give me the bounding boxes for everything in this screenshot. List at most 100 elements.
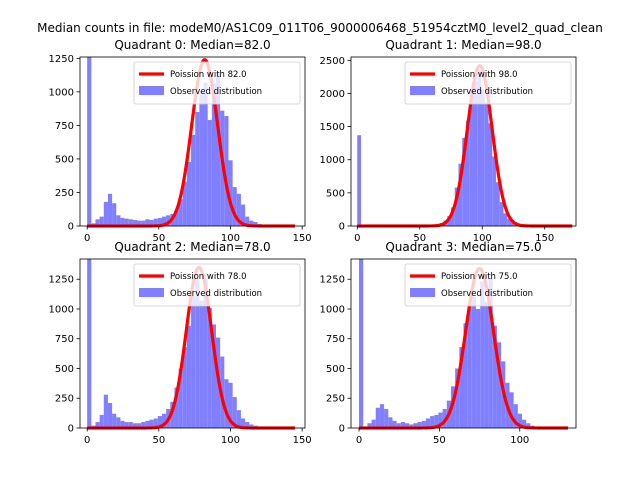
legend: Poission with 98.0 Observed distribution [404, 61, 572, 105]
histogram-bar [95, 422, 100, 428]
x-tick-label: 0 [84, 435, 90, 446]
legend: Poission with 82.0 Observed distribution [133, 61, 301, 105]
histogram-bar [503, 213, 508, 226]
x-tick-label: 100 [510, 435, 529, 446]
x-tick-label: 100 [473, 233, 492, 244]
y-tick-label: 1000 [320, 304, 345, 315]
histogram-bar [199, 300, 204, 428]
axes-frame [350, 258, 577, 429]
histogram-bar [161, 216, 167, 226]
figure-suptitle: Median counts in file: modeM0/AS1C09_011… [37, 21, 603, 35]
histogram-bar [186, 325, 192, 428]
histogram-bar [174, 387, 179, 428]
histogram-bar [492, 325, 497, 428]
histogram-bar [203, 82, 208, 226]
histogram-bar [124, 422, 129, 428]
histogram-bar [484, 301, 489, 428]
histogram-bar [178, 368, 183, 428]
y-tick-label: 750 [55, 334, 74, 345]
y-tick-label: 1000 [49, 304, 74, 315]
histogram-bar [522, 419, 527, 428]
histogram-bar [166, 215, 171, 226]
histogram-bar [384, 408, 389, 428]
histogram-bar [120, 217, 125, 226]
histogram-bar [186, 161, 192, 226]
y-tick-label: 500 [326, 364, 345, 375]
histogram-bar [207, 120, 212, 226]
y-tick-label: 500 [55, 364, 74, 375]
histogram-bar [454, 187, 459, 226]
histogram-bar [481, 89, 485, 226]
histogram-bar [249, 424, 254, 428]
legend-box [404, 61, 572, 105]
histogram-bar [509, 392, 514, 428]
histogram-bar [417, 422, 422, 428]
histogram-bar [507, 218, 511, 226]
x-tick-label: 150 [535, 233, 554, 244]
histogram-bar [195, 111, 200, 226]
histogram-bar [451, 207, 455, 226]
histogram-bar [103, 201, 108, 226]
histogram-bar [473, 81, 478, 226]
histogram-bar [488, 123, 493, 226]
histogram-bar [182, 181, 187, 226]
y-tick-label: 2000 [320, 89, 345, 100]
x-tick-label: 150 [293, 233, 312, 244]
histogram-bar [107, 403, 113, 428]
histogram-bar [400, 422, 405, 428]
histogram-bar [103, 394, 108, 428]
histogram-bar [145, 219, 150, 226]
histogram-bar [466, 120, 470, 226]
legend-hist-swatch [410, 86, 435, 95]
x-tick-label: 0 [356, 435, 362, 446]
y-tick-label: 750 [55, 121, 74, 132]
histogram-bar [99, 216, 104, 226]
panel-title: Quadrant 0: Median=82.0 [114, 38, 270, 52]
histogram-bar [182, 347, 187, 428]
histogram-bar [191, 134, 196, 226]
histogram-bar [484, 102, 489, 226]
y-tick-label: 1250 [320, 275, 345, 286]
axes-frame [79, 258, 306, 429]
histogram-bar [471, 297, 477, 428]
legend: Poission with 75.0 Observed distribution [404, 263, 572, 307]
histogram-bar [107, 193, 113, 226]
y-tick-label: 2500 [320, 56, 345, 67]
histogram-bar [87, 57, 92, 226]
legend-box [404, 263, 572, 307]
histogram-bar [513, 404, 518, 428]
y-tick-label: 250 [55, 394, 74, 405]
histogram-bar [375, 407, 380, 428]
legend: Poission with 78.0 Observed distribution [133, 263, 301, 307]
y-tick-label: 0 [339, 424, 345, 435]
legend-fit-label: Poission with 98.0 [441, 70, 518, 80]
y-tick-label: 500 [55, 154, 74, 165]
panel-quadrant-0: 0 50 100 150 0 250 500 750 1000 1250 Quadrant 0: M… [49, 38, 312, 244]
histogram-bar [228, 160, 233, 226]
histogram-bar [438, 412, 443, 428]
histogram-bar [253, 221, 258, 226]
histogram-bar [178, 199, 183, 226]
histogram-bar [232, 187, 237, 226]
legend-box [133, 263, 301, 307]
histogram-bar [240, 204, 246, 226]
histogram-bar [245, 216, 250, 226]
panel-quadrant-2: 0 50 100 150 0 250 500 750 1000 1250 Quadrant 2: M… [49, 240, 312, 446]
x-tick-label: 100 [221, 233, 240, 244]
histogram-bar [153, 418, 158, 428]
histogram-bar [413, 423, 418, 428]
panel-title: Quadrant 3: Median=75.0 [385, 240, 541, 254]
histogram-bars [87, 57, 271, 226]
histogram-bar [87, 259, 92, 428]
histogram-bar [128, 422, 133, 428]
histogram-bar [228, 382, 233, 428]
legend-hist-swatch [139, 288, 164, 297]
histogram-bar [170, 401, 175, 428]
histogram-bar [463, 323, 468, 428]
histogram-bar [467, 304, 472, 428]
y-tick-label: 0 [339, 222, 345, 233]
y-tick-label: 500 [326, 188, 345, 199]
histogram-bar [469, 90, 474, 226]
histogram-bar [496, 342, 502, 428]
